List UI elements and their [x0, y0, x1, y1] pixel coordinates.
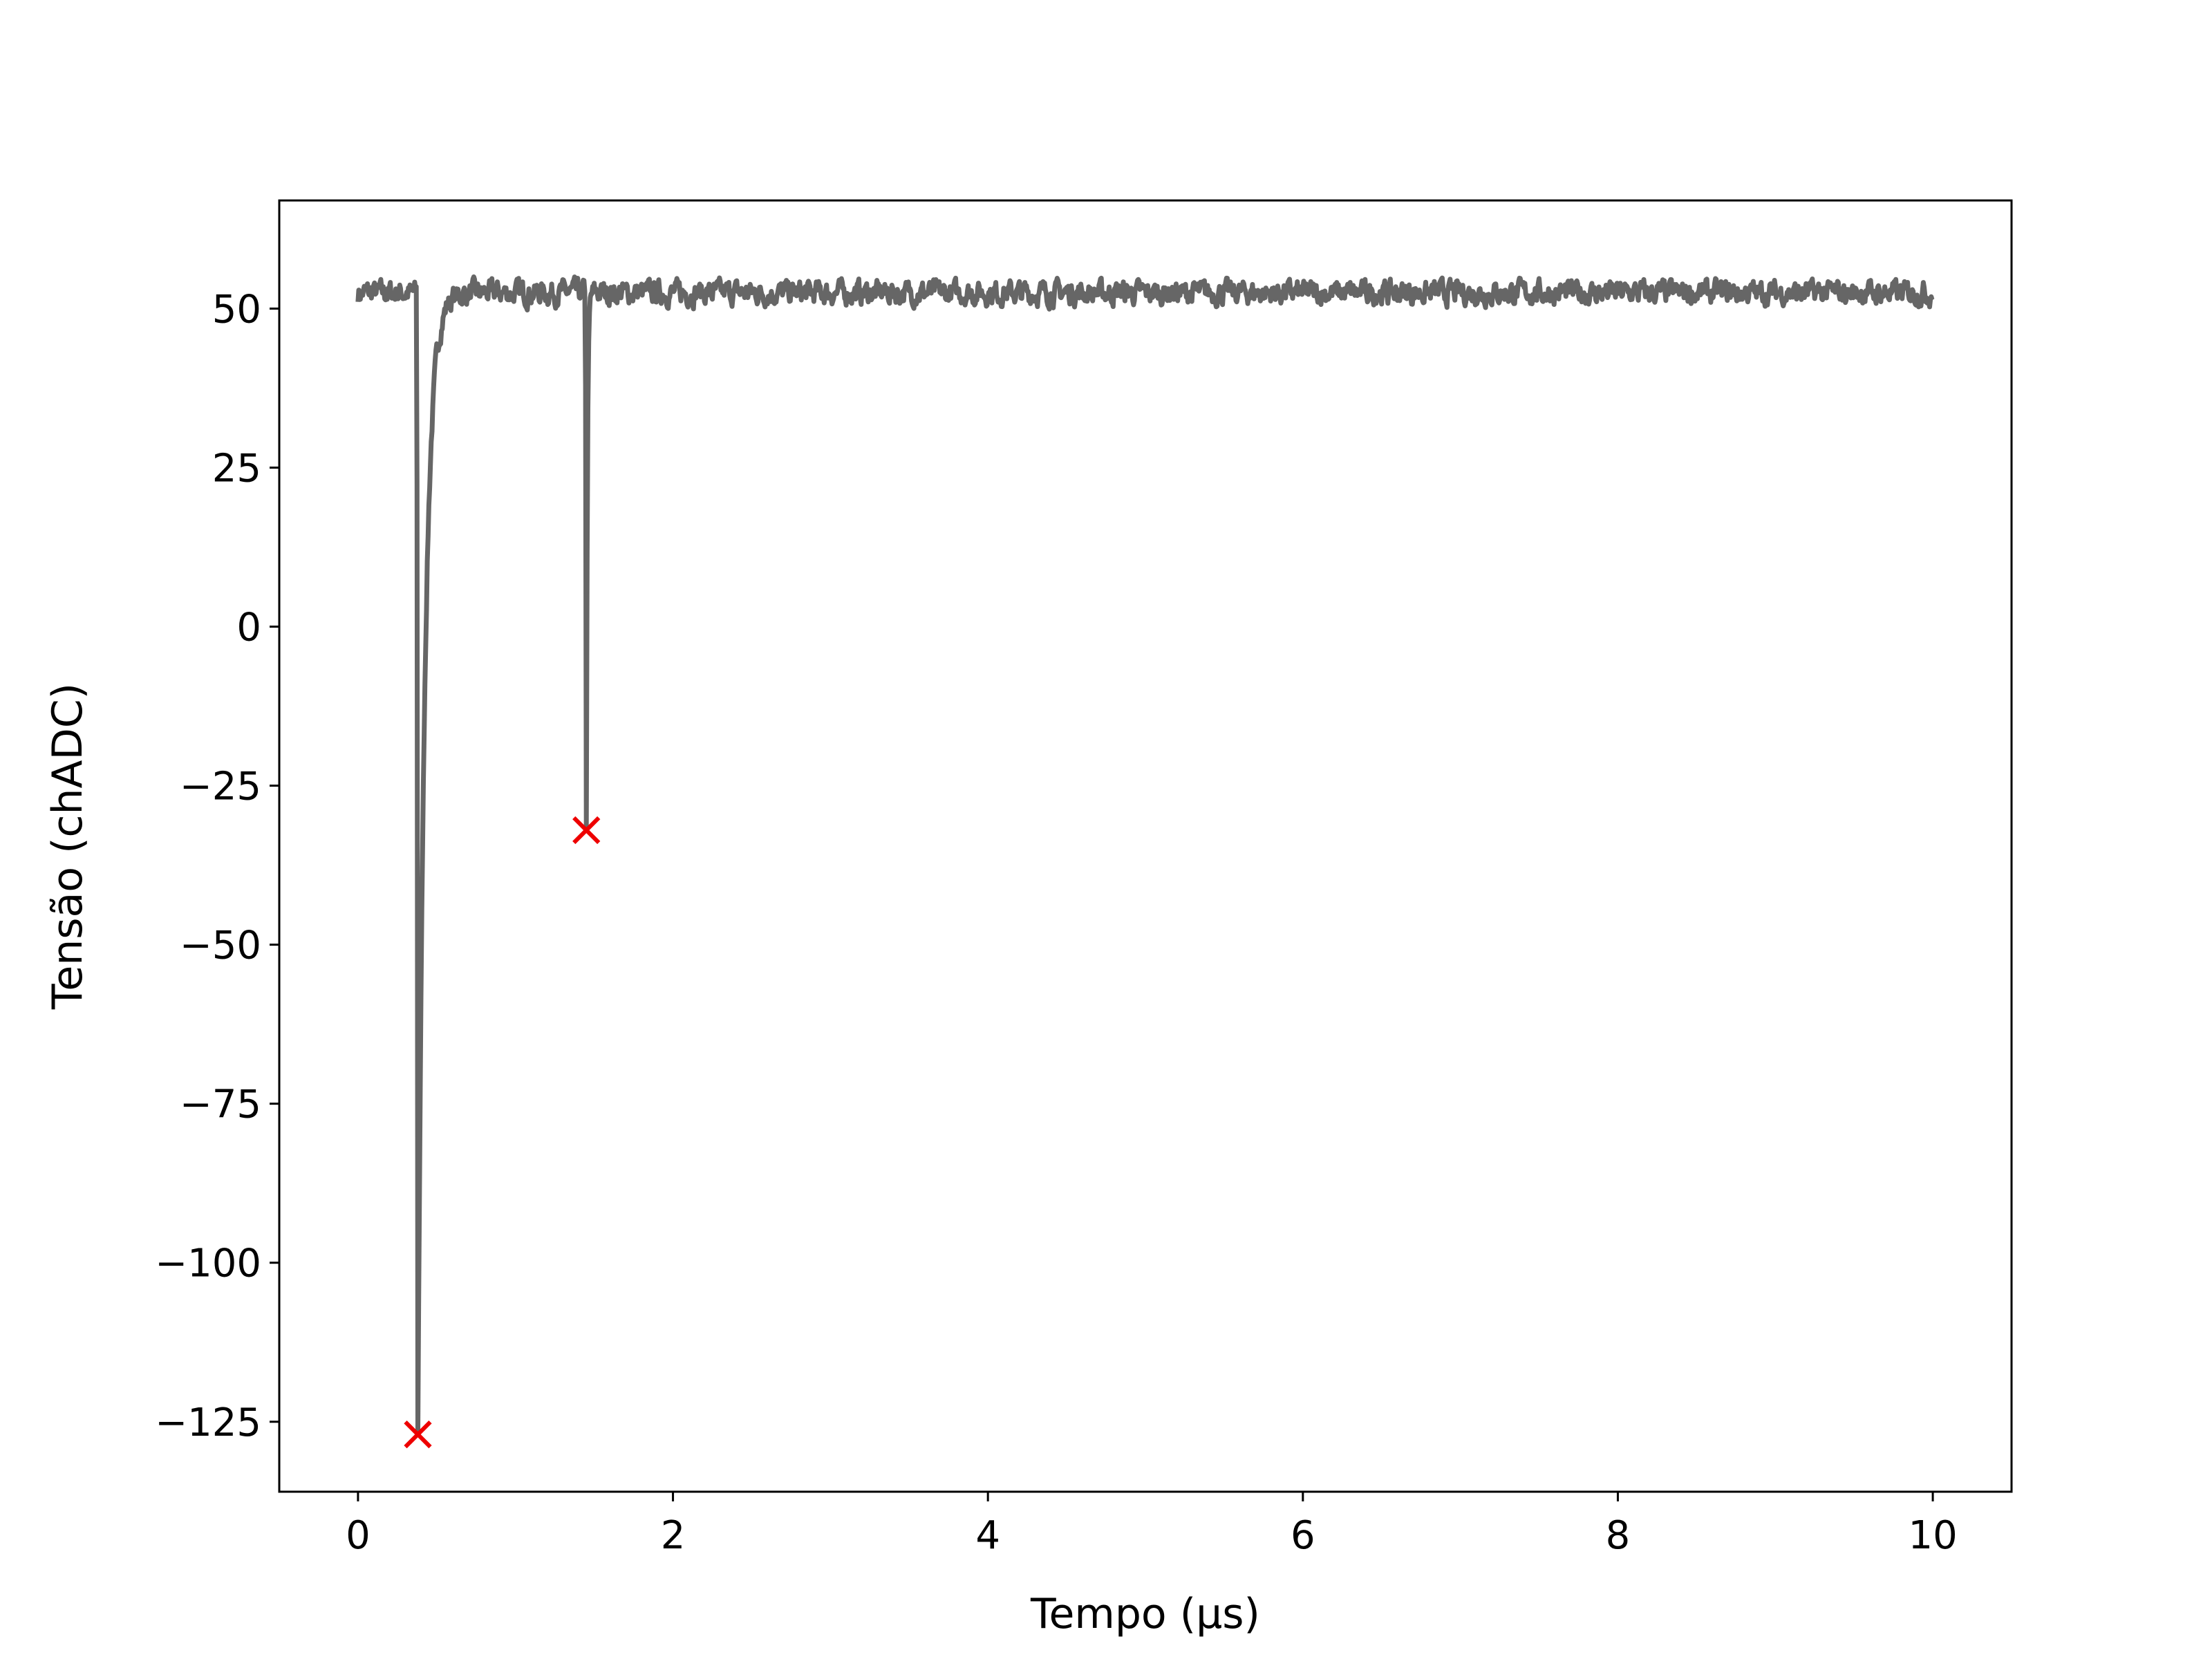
y-tick-label: −50	[180, 924, 261, 968]
y-tick-label: 25	[212, 446, 261, 491]
y-tick-label: −100	[155, 1241, 261, 1286]
x-tick-label: 0	[346, 1513, 371, 1558]
x-tick-label: 10	[1908, 1513, 1957, 1558]
y-axis: 50 25 0 −25 −50 −75 −100 −125	[155, 287, 279, 1445]
y-tick-label: 0	[236, 606, 261, 650]
x-axis: 0 2 4 6 8 10	[346, 1492, 1958, 1558]
y-axis-label: Tensão (chADC)	[44, 683, 92, 1010]
waveform-line	[355, 274, 1935, 1437]
y-tick-label: 50	[212, 287, 261, 332]
x-tick-label: 6	[1291, 1513, 1315, 1558]
x-tick-label: 8	[1606, 1513, 1631, 1558]
y-tick-label: −125	[155, 1400, 261, 1445]
plot-area	[355, 274, 1935, 1449]
peak-marker	[572, 816, 601, 845]
x-tick-label: 2	[661, 1513, 686, 1558]
y-tick-label: −25	[180, 765, 261, 809]
plot-frame	[278, 199, 2013, 1493]
peak-marker	[404, 1421, 432, 1449]
x-tick-label: 4	[975, 1513, 1000, 1558]
x-axis-label: Tempo (μs)	[1030, 1590, 1260, 1638]
y-tick-label: −75	[180, 1082, 261, 1127]
